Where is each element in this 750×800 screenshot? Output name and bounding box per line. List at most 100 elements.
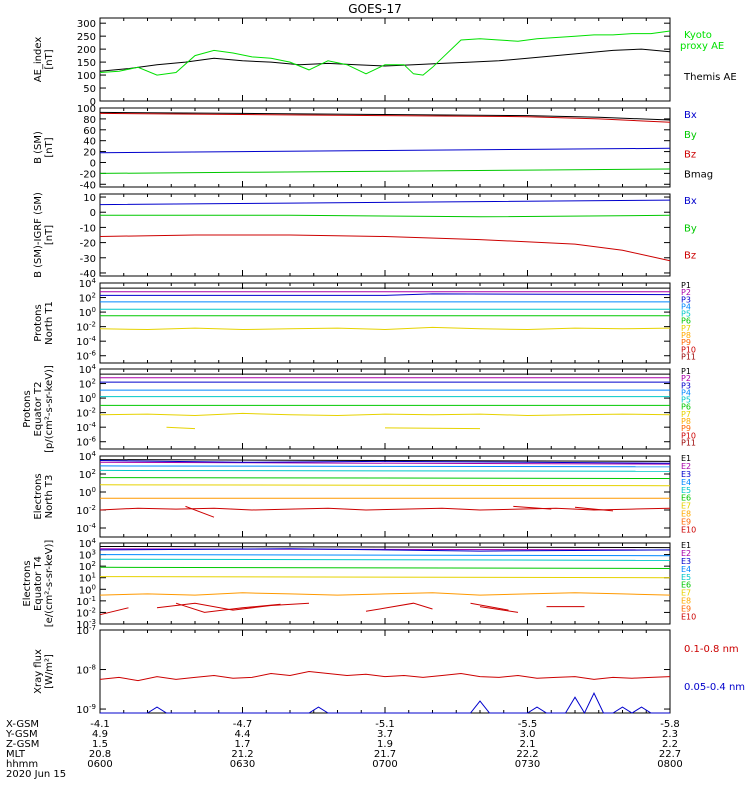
- y-axis-label: Protons: [22, 390, 33, 427]
- legend-entry: P11: [681, 438, 696, 447]
- y-tick-label: 103: [79, 549, 96, 562]
- y-tick-label: 10: [83, 193, 96, 204]
- footer-row-label: Z-GSM: [6, 739, 39, 750]
- y-tick-label: 10-9: [76, 703, 96, 716]
- series-0-1-0-8-nm: [99, 670, 671, 682]
- y-tick-label: 250: [77, 32, 96, 43]
- series-e4: [99, 465, 671, 468]
- legend-entry: Bz: [684, 150, 696, 161]
- legend-entry: P4: [681, 388, 691, 397]
- series-themis-ae: [99, 48, 671, 72]
- legend-entry: P6: [681, 403, 691, 412]
- legend-entry: E8: [681, 597, 691, 606]
- y-tick-label: 10-6: [76, 436, 96, 449]
- footer-value: 20.8: [89, 749, 111, 760]
- legend-entry: Bmag: [684, 169, 713, 180]
- series-e3: [99, 548, 671, 552]
- legend-entry: Bx: [684, 196, 697, 207]
- legend-entry: P9: [681, 424, 691, 433]
- legend-entry: P8: [681, 417, 691, 426]
- y-axis-label: B (SM): [33, 131, 44, 164]
- y-tick-label: 101: [79, 572, 96, 585]
- y-axis-label: [W/m²]: [44, 654, 55, 689]
- panel-frame: [99, 455, 671, 538]
- legend-entry: 0.1-0.8 nm: [684, 644, 739, 655]
- legend-entry: Kyoto: [684, 30, 712, 41]
- series-bx: [99, 147, 671, 154]
- footer-value: 4.4: [235, 729, 251, 740]
- legend-entry: E3: [681, 557, 691, 566]
- series-0-05-0-4-nm: [100, 692, 670, 715]
- footer-value: 4.9: [92, 729, 108, 740]
- footer-value: 1.5: [92, 739, 108, 750]
- y-tick-label: 60: [83, 126, 96, 137]
- footer-value: 1.9: [377, 739, 393, 750]
- y-tick-label: 102: [79, 560, 96, 573]
- y-tick-label: 10-1: [76, 595, 96, 608]
- legend-entry: P5: [681, 310, 691, 319]
- footer-value: 0800: [657, 759, 682, 770]
- series-p7: [99, 326, 671, 331]
- footer-value: 3.0: [520, 729, 536, 740]
- y-axis-label: Equator T4: [33, 556, 44, 611]
- series-p8b: [384, 427, 481, 430]
- legend-entry: Themis AE: [683, 72, 737, 83]
- y-tick-label: 100: [79, 486, 96, 499]
- panel-xray: 10-7 10-8 10-9 Xray flux [W/m²] 0.1-0.8 nm 0.0…: [33, 624, 745, 716]
- legend-entry: P10: [681, 431, 696, 440]
- series-e10a: [185, 505, 215, 518]
- series-e4: [99, 554, 671, 557]
- y-axis-label: Electrons: [22, 560, 33, 606]
- footer-value: -5.8: [660, 719, 680, 730]
- legend-entry: E4: [681, 565, 691, 574]
- series-by: [99, 168, 671, 174]
- series-e8: [99, 592, 671, 596]
- y-tick-label: 102: [79, 468, 96, 481]
- series-e9a: [99, 607, 129, 616]
- footer-value: -4.7: [233, 719, 253, 730]
- y-tick-label: 10-2: [76, 407, 96, 420]
- footer-value: 0630: [230, 759, 255, 770]
- y-tick-label: 10-2: [76, 321, 96, 334]
- y-tick-label: 10-4: [76, 522, 96, 535]
- legend-entry: E10: [681, 612, 696, 621]
- series-e1: [99, 546, 671, 549]
- series-e10c: [574, 506, 614, 512]
- series-kyoto-proxy-ae: [99, 30, 671, 76]
- panel-frame: [99, 107, 671, 188]
- chart-title: GOES-17: [348, 2, 402, 16]
- footer-row-label: X-GSM: [6, 719, 39, 730]
- legend-entry: By: [684, 130, 697, 141]
- panel-ae: 0 50 100 150 200 250 300 AE_index [nT] Kyotoproxy…: [33, 17, 737, 108]
- legend-entry: P9: [681, 338, 691, 347]
- footer-value: 1.7: [235, 739, 251, 750]
- legend-entry: P8: [681, 331, 691, 340]
- footer-value: 0700: [372, 759, 397, 770]
- legend-entry: E1: [681, 541, 691, 550]
- legend-entry: E7: [681, 502, 691, 511]
- y-tick-label: 10-8: [76, 664, 96, 677]
- footer-value: -5.5: [518, 719, 538, 730]
- legend-entry: P3: [681, 381, 691, 390]
- y-axis-label: Xray flux: [33, 649, 44, 694]
- panel-frame: [99, 17, 671, 102]
- footer-row-label: MLT: [6, 749, 26, 760]
- y-tick-label: -40: [80, 269, 96, 280]
- series-e9f: [479, 606, 519, 613]
- legend-entry: P7: [681, 410, 691, 419]
- series-e5: [99, 469, 671, 472]
- y-tick-label: 104: [79, 363, 97, 376]
- series-p3: [100, 293, 671, 296]
- y-tick-label: 102: [79, 292, 96, 305]
- y-tick-label: 100: [79, 306, 96, 319]
- series-e9e: [470, 602, 509, 611]
- legend-entry: E8: [681, 510, 691, 519]
- y-tick-label: 104: [79, 537, 97, 550]
- y-axis-label: B (SM)-IGRF (SM): [33, 192, 44, 278]
- y-tick-label: 0: [90, 158, 96, 169]
- y-axis-label: [nT]: [44, 137, 55, 157]
- footer-value: -5.1: [375, 719, 395, 730]
- footer-value: 0600: [87, 759, 112, 770]
- footer-date: 2020 Jun 15: [6, 769, 66, 780]
